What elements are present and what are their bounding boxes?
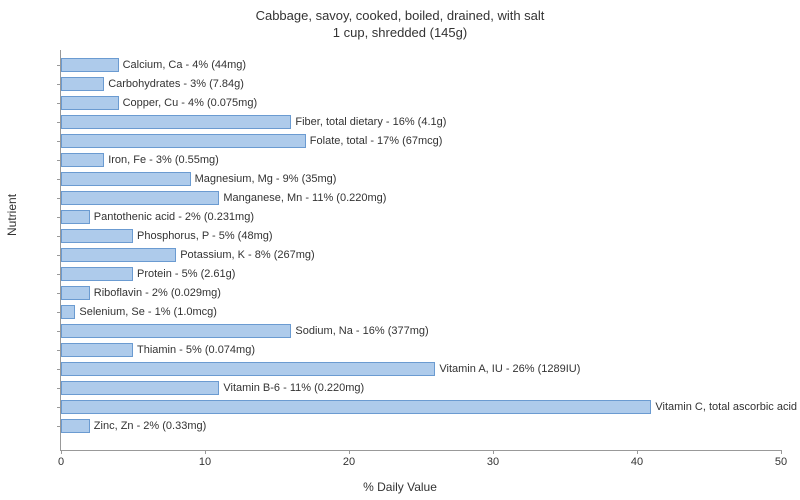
bar — [61, 324, 291, 338]
bar-row: Manganese, Mn - 11% (0.220mg) — [61, 191, 219, 205]
bar-label: Copper, Cu - 4% (0.075mg) — [119, 97, 258, 109]
bar-label: Vitamin B-6 - 11% (0.220mg) — [219, 382, 364, 394]
bar — [61, 229, 133, 243]
bar — [61, 419, 90, 433]
x-tick-mark — [61, 450, 62, 454]
bar-row: Vitamin A, IU - 26% (1289IU) — [61, 362, 435, 376]
bar — [61, 77, 104, 91]
bar-row: Folate, total - 17% (67mcg) — [61, 134, 306, 148]
x-tick-mark — [349, 450, 350, 454]
x-tick-label: 40 — [631, 456, 643, 468]
bar-label: Calcium, Ca - 4% (44mg) — [119, 59, 246, 71]
chart-title: Cabbage, savoy, cooked, boiled, drained,… — [0, 0, 800, 42]
title-line-1: Cabbage, savoy, cooked, boiled, drained,… — [0, 8, 800, 25]
y-axis-label: Nutrient — [5, 194, 19, 236]
bar — [61, 153, 104, 167]
bar-label: Manganese, Mn - 11% (0.220mg) — [219, 192, 386, 204]
bar-label: Zinc, Zn - 2% (0.33mg) — [90, 420, 206, 432]
bar-label: Pantothenic acid - 2% (0.231mg) — [90, 211, 254, 223]
x-axis-label: % Daily Value — [0, 480, 800, 494]
bar — [61, 362, 435, 376]
x-tick-mark — [493, 450, 494, 454]
bar-label: Vitamin A, IU - 26% (1289IU) — [435, 363, 580, 375]
bar — [61, 248, 176, 262]
bar-label: Magnesium, Mg - 9% (35mg) — [191, 173, 337, 185]
bar — [61, 210, 90, 224]
bar-label: Thiamin - 5% (0.074mg) — [133, 344, 255, 356]
bar-row: Protein - 5% (2.61g) — [61, 267, 133, 281]
bar-label: Vitamin C, total ascorbic acid - 41% (24… — [651, 401, 800, 413]
bar-row: Phosphorus, P - 5% (48mg) — [61, 229, 133, 243]
bar — [61, 267, 133, 281]
bar — [61, 343, 133, 357]
bar — [61, 58, 119, 72]
bar-label: Selenium, Se - 1% (1.0mcg) — [75, 306, 217, 318]
bar-label: Riboflavin - 2% (0.029mg) — [90, 287, 221, 299]
x-tick-label: 0 — [58, 456, 64, 468]
x-tick-mark — [637, 450, 638, 454]
bar-label: Potassium, K - 8% (267mg) — [176, 249, 315, 261]
title-line-2: 1 cup, shredded (145g) — [0, 25, 800, 42]
bar — [61, 286, 90, 300]
bar-label: Folate, total - 17% (67mcg) — [306, 135, 443, 147]
bar-row: Iron, Fe - 3% (0.55mg) — [61, 153, 104, 167]
nutrient-chart: Cabbage, savoy, cooked, boiled, drained,… — [0, 0, 800, 500]
bar-row: Pantothenic acid - 2% (0.231mg) — [61, 210, 90, 224]
bar-row: Calcium, Ca - 4% (44mg) — [61, 58, 119, 72]
bar — [61, 96, 119, 110]
bar-row: Potassium, K - 8% (267mg) — [61, 248, 176, 262]
bar-label: Protein - 5% (2.61g) — [133, 268, 235, 280]
bar — [61, 172, 191, 186]
bar-row: Riboflavin - 2% (0.029mg) — [61, 286, 90, 300]
bar-row: Sodium, Na - 16% (377mg) — [61, 324, 291, 338]
bar-row: Vitamin C, total ascorbic acid - 41% (24… — [61, 400, 651, 414]
x-tick-label: 50 — [775, 456, 787, 468]
bar — [61, 134, 306, 148]
bar-row: Selenium, Se - 1% (1.0mcg) — [61, 305, 75, 319]
bar — [61, 381, 219, 395]
bar — [61, 115, 291, 129]
bar-label: Fiber, total dietary - 16% (4.1g) — [291, 116, 446, 128]
bar — [61, 305, 75, 319]
plot-area: Calcium, Ca - 4% (44mg) Carbohydrates - 3… — [60, 50, 781, 451]
bar-label: Sodium, Na - 16% (377mg) — [291, 325, 428, 337]
bar — [61, 400, 651, 414]
bar-row: Vitamin B-6 - 11% (0.220mg) — [61, 381, 219, 395]
x-tick-label: 30 — [487, 456, 499, 468]
bar — [61, 191, 219, 205]
x-tick-mark — [781, 450, 782, 454]
bar-row: Carbohydrates - 3% (7.84g) — [61, 77, 104, 91]
bar-row: Thiamin - 5% (0.074mg) — [61, 343, 133, 357]
bar-row: Magnesium, Mg - 9% (35mg) — [61, 172, 191, 186]
bar-row: Copper, Cu - 4% (0.075mg) — [61, 96, 119, 110]
bar-label: Iron, Fe - 3% (0.55mg) — [104, 154, 219, 166]
x-tick-label: 10 — [199, 456, 211, 468]
x-tick-mark — [205, 450, 206, 454]
bar-label: Carbohydrates - 3% (7.84g) — [104, 78, 244, 90]
bar-row: Zinc, Zn - 2% (0.33mg) — [61, 419, 90, 433]
bar-label: Phosphorus, P - 5% (48mg) — [133, 230, 273, 242]
x-tick-label: 20 — [343, 456, 355, 468]
bar-row: Fiber, total dietary - 16% (4.1g) — [61, 115, 291, 129]
